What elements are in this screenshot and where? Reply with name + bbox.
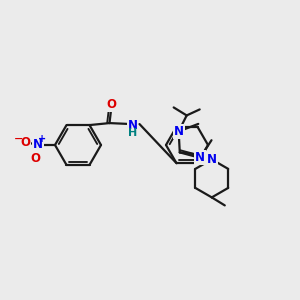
Text: −: −	[14, 134, 24, 144]
Text: N: N	[174, 125, 184, 138]
Text: O: O	[106, 98, 116, 111]
Text: +: +	[38, 134, 46, 144]
Text: N: N	[207, 153, 217, 166]
Text: N: N	[207, 153, 217, 166]
Text: O: O	[30, 152, 40, 166]
Text: H: H	[128, 128, 137, 138]
Text: O: O	[20, 136, 30, 148]
Text: N: N	[33, 139, 43, 152]
Text: N: N	[195, 151, 205, 164]
Text: N: N	[128, 118, 137, 132]
